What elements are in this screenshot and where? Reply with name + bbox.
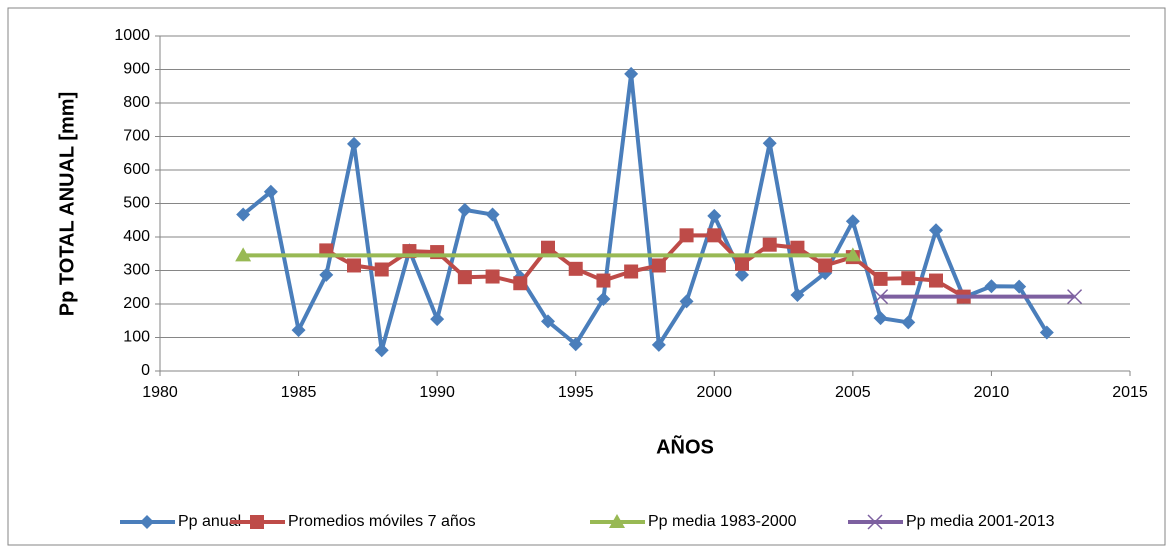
x-tick-label: 1985	[281, 384, 317, 401]
marker	[651, 258, 666, 273]
marker	[347, 136, 361, 151]
y-tick-label: 0	[141, 362, 150, 379]
x-tick-label: 1995	[558, 384, 594, 401]
marker	[457, 202, 472, 217]
marker	[513, 276, 528, 291]
x-tick-label: 1990	[419, 384, 455, 401]
marker	[1039, 325, 1054, 340]
marker	[929, 223, 943, 238]
marker	[762, 237, 777, 252]
chart-border	[7, 7, 1166, 546]
marker	[679, 294, 694, 309]
marker	[873, 289, 889, 305]
x-tick-label: 2005	[835, 384, 871, 401]
marker	[984, 279, 999, 294]
x-tick-label: 1980	[142, 384, 178, 401]
y-tick-label: 300	[123, 262, 150, 279]
marker	[319, 267, 334, 282]
marker	[235, 247, 252, 262]
x-axis-label: AÑOS	[656, 435, 714, 458]
marker	[651, 337, 666, 352]
marker	[707, 208, 722, 223]
y-tick-label: 500	[123, 195, 150, 212]
marker	[845, 214, 860, 229]
marker	[735, 267, 749, 282]
marker	[867, 514, 883, 530]
marker	[374, 262, 389, 277]
marker	[624, 66, 639, 81]
marker	[735, 256, 749, 271]
y-tick-label: 600	[123, 161, 150, 178]
marker	[1067, 289, 1083, 305]
marker	[873, 271, 888, 286]
marker	[762, 136, 777, 151]
marker	[790, 287, 805, 302]
marker	[818, 258, 833, 273]
marker	[901, 315, 916, 330]
legend-label: Pp media 2001-2013	[906, 513, 1055, 530]
y-axis-label: Pp TOTAL ANUAL [mm]	[56, 92, 78, 316]
marker	[140, 515, 154, 529]
marker	[707, 228, 722, 243]
marker	[485, 269, 500, 284]
x-tick-label: 2000	[696, 384, 732, 401]
y-tick-label: 900	[123, 61, 150, 78]
marker	[609, 514, 625, 528]
marker	[457, 270, 472, 285]
marker	[624, 264, 639, 279]
marker	[873, 311, 888, 326]
y-tick-label: 400	[123, 228, 150, 245]
y-tick-label: 700	[123, 128, 150, 145]
marker	[568, 337, 583, 352]
marker	[1012, 279, 1027, 294]
marker	[596, 273, 611, 288]
marker	[901, 271, 916, 286]
marker	[263, 184, 278, 199]
x-tick-label: 2015	[1112, 384, 1148, 401]
legend-label: Promedios móviles 7 años	[288, 513, 476, 530]
y-tick-label: 200	[123, 295, 150, 312]
marker	[844, 247, 861, 262]
y-tick-label: 1000	[114, 27, 150, 44]
marker	[347, 258, 361, 273]
marker	[790, 240, 805, 255]
x-tick-label: 2010	[974, 384, 1010, 401]
y-tick-label: 800	[123, 94, 150, 111]
marker	[679, 228, 694, 243]
legend-label: Pp media 1983-2000	[648, 513, 797, 530]
marker	[541, 314, 555, 329]
marker	[250, 515, 264, 529]
y-tick-label: 100	[123, 329, 150, 346]
marker	[541, 240, 555, 255]
marker	[374, 343, 389, 358]
marker	[291, 323, 306, 338]
marker	[929, 273, 943, 288]
series-line	[241, 71, 1049, 353]
marker	[430, 312, 445, 327]
marker	[236, 207, 251, 222]
marker	[485, 207, 500, 222]
legend-label: Pp anual	[178, 513, 241, 530]
marker	[568, 261, 583, 276]
marker	[596, 291, 611, 306]
